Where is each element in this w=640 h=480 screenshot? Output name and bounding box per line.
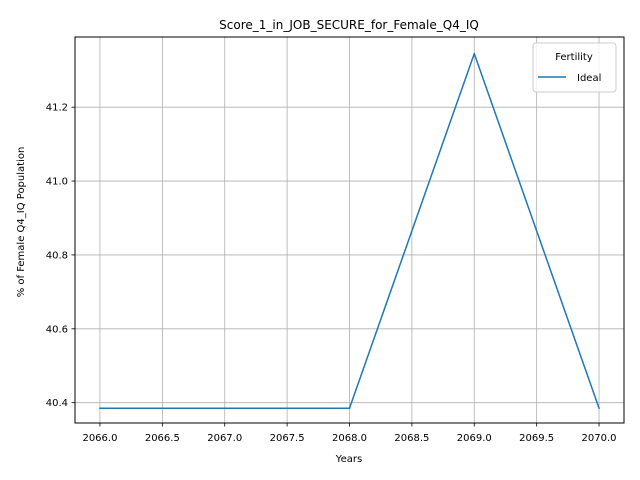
y-tick-label: 40.6 — [46, 324, 68, 335]
legend-title: Fertility — [555, 52, 593, 63]
legend: Fertility Ideal — [532, 42, 617, 93]
chart-title: Score_1_in_JOB_SECURE_for_Female_Q4_IQ — [219, 18, 479, 32]
x-tick-label: 2068.5 — [394, 433, 429, 444]
x-tick-label: 2070.0 — [582, 433, 617, 444]
x-tick-label: 2067.5 — [270, 433, 305, 444]
y-axis-label: % of Female Q4_IQ Population — [16, 147, 27, 298]
y-tick-label: 41.0 — [46, 177, 68, 188]
x-tick-label: 2068.0 — [332, 433, 367, 444]
x-tick-label: 2069.5 — [519, 433, 554, 444]
x-tick-label: 2066.5 — [145, 433, 180, 444]
legend-box — [532, 42, 617, 93]
grid-lines — [75, 37, 624, 423]
y-tick-label: 40.4 — [46, 398, 68, 409]
y-tick-label: 41.2 — [46, 103, 68, 114]
series-line-ideal — [99, 52, 601, 410]
x-tick-label: 2067.0 — [207, 433, 242, 444]
x-axis: 2066.0 2066.5 2067.0 2067.5 2068.0 2068.5 2069… — [82, 423, 617, 444]
y-axis: 40.4 40.6 40.8 41.0 41.2 — [46, 103, 75, 409]
x-tick-label: 2066.0 — [82, 433, 117, 444]
series-layer — [99, 52, 601, 410]
x-axis-label: Years — [335, 454, 362, 465]
legend-label-ideal: Ideal — [577, 73, 601, 84]
x-tick-label: 2069.0 — [457, 433, 492, 444]
y-tick-label: 40.8 — [46, 250, 68, 261]
